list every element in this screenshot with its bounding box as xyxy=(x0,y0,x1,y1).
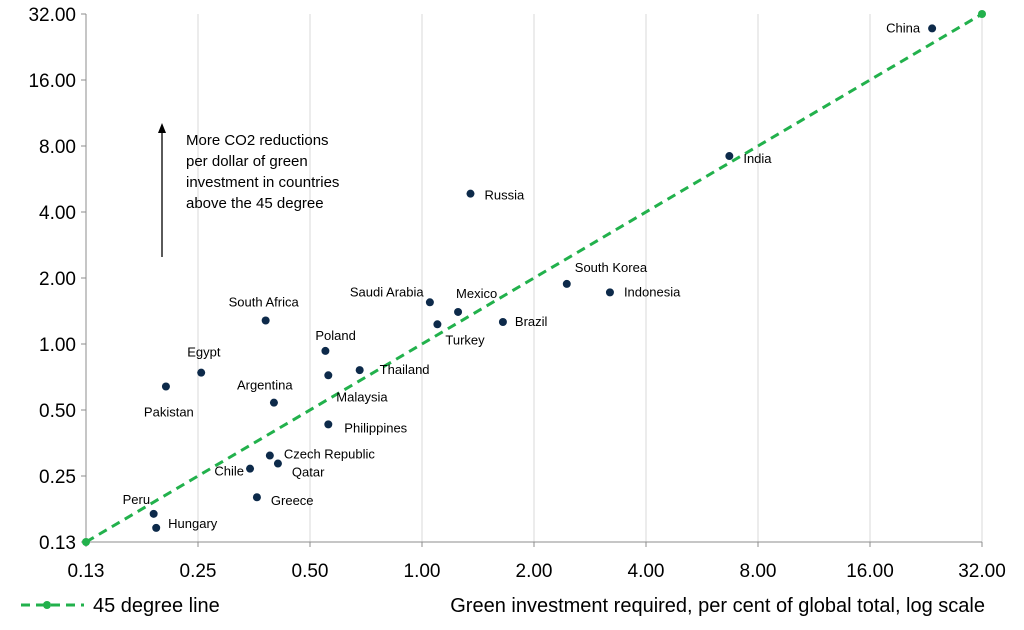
point-label-china: China xyxy=(886,20,921,35)
y-tick-labels: 0.13 0.25 0.50 1.00 2.00 4.00 8.00 16.00 32.00 xyxy=(28,5,76,554)
point-label-czech-republic: Czech Republic xyxy=(284,447,376,462)
point-thailand xyxy=(355,366,364,375)
legend-marker xyxy=(43,601,51,609)
legend-label: 45 degree line xyxy=(93,595,220,617)
point-qatar xyxy=(273,459,282,468)
point-label-egypt: Egypt xyxy=(187,345,221,360)
point-label-india: India xyxy=(743,151,772,166)
point-pakistan xyxy=(161,382,170,391)
point-argentina xyxy=(269,398,278,407)
point-india xyxy=(725,152,734,161)
x-tick-label-8: 32.00 xyxy=(958,561,1006,582)
point-brazil xyxy=(498,317,507,326)
point-label-russia: Russia xyxy=(484,188,525,203)
annotation-line-3: investment in countries xyxy=(186,174,339,191)
point-egypt xyxy=(197,368,206,377)
point-peru xyxy=(149,509,158,518)
y-tick-label-3: 1.00 xyxy=(39,335,76,356)
y-tick-label-4: 2.00 xyxy=(39,269,76,290)
point-malaysia xyxy=(324,371,333,380)
point-label-argentina: Argentina xyxy=(237,378,293,393)
point-label-malaysia: Malaysia xyxy=(336,389,388,404)
point-label-poland: Poland xyxy=(315,328,355,343)
data-point-labels: China India Russia South Korea Indonesia Mexi… xyxy=(123,20,921,530)
point-south-africa xyxy=(261,316,270,325)
point-label-qatar: Qatar xyxy=(292,465,325,480)
point-label-greece: Greece xyxy=(271,493,314,508)
x-tick-label-5: 4.00 xyxy=(628,561,665,582)
axes xyxy=(81,13,983,547)
point-label-south-korea: South Korea xyxy=(575,260,648,275)
reference-line-end-marker xyxy=(978,10,986,18)
x-tick-label-4: 2.00 xyxy=(516,561,553,582)
point-china xyxy=(928,24,937,33)
reference-line-45-degree xyxy=(82,10,986,546)
point-label-brazil: Brazil xyxy=(515,314,548,329)
x-tick-label-1: 0.25 xyxy=(180,561,217,582)
point-label-pakistan: Pakistan xyxy=(144,404,194,419)
annotation-arrow-head xyxy=(158,123,166,133)
data-points xyxy=(149,24,937,532)
x-tick-label-6: 8.00 xyxy=(740,561,777,582)
grid-lines xyxy=(85,14,983,542)
point-philippines xyxy=(324,420,333,429)
annotation: More CO2 reductions per dollar of green … xyxy=(158,123,339,257)
point-greece xyxy=(252,493,261,502)
y-tick-label-0: 0.13 xyxy=(39,533,76,554)
x-tick-label-3: 1.00 xyxy=(404,561,441,582)
point-label-south-africa: South Africa xyxy=(229,294,300,309)
y-tick-label-1: 0.25 xyxy=(39,467,76,488)
point-label-turkey: Turkey xyxy=(445,332,485,347)
point-label-peru: Peru xyxy=(123,492,150,507)
point-label-hungary: Hungary xyxy=(168,516,218,531)
point-saudi-arabia xyxy=(425,298,434,307)
y-tick-label-6: 8.00 xyxy=(39,137,76,158)
y-tick-label-5: 4.00 xyxy=(39,203,76,224)
y-tick-label-2: 0.50 xyxy=(39,401,76,422)
annotation-line-1: More CO2 reductions xyxy=(186,132,329,149)
annotation-line-2: per dollar of green xyxy=(186,153,308,170)
reference-line-start-marker xyxy=(82,538,90,546)
point-hungary xyxy=(152,523,161,532)
reference-line xyxy=(85,12,983,544)
point-poland xyxy=(321,346,330,355)
point-label-indonesia: Indonesia xyxy=(624,284,681,299)
point-russia xyxy=(466,189,475,198)
x-tick-label-0: 0.13 xyxy=(68,561,105,582)
point-chile xyxy=(246,464,255,473)
point-czech-republic xyxy=(265,451,274,460)
point-turkey xyxy=(433,320,442,329)
y-tick-label-7: 16.00 xyxy=(28,71,76,92)
x-tick-labels: 0.13 0.25 0.50 1.00 2.00 4.00 8.00 16.00 32.00 xyxy=(68,561,1006,582)
point-label-thailand: Thailand xyxy=(380,362,430,377)
y-tick-label-8: 32.00 xyxy=(28,5,76,26)
annotation-line-4: above the 45 degree xyxy=(186,195,324,212)
point-label-philippines: Philippines xyxy=(344,420,407,435)
point-south-korea xyxy=(562,279,571,288)
point-mexico xyxy=(454,307,463,316)
point-label-saudi-arabia: Saudi Arabia xyxy=(350,284,424,299)
x-tick-label-2: 0.50 xyxy=(292,561,329,582)
x-axis-label: Green investment required, per cent of g… xyxy=(450,595,985,617)
legend: 45 degree line xyxy=(21,595,220,617)
point-indonesia xyxy=(605,288,614,297)
point-label-chile: Chile xyxy=(214,464,244,479)
point-label-mexico: Mexico xyxy=(456,286,497,301)
x-tick-label-7: 16.00 xyxy=(846,561,894,582)
